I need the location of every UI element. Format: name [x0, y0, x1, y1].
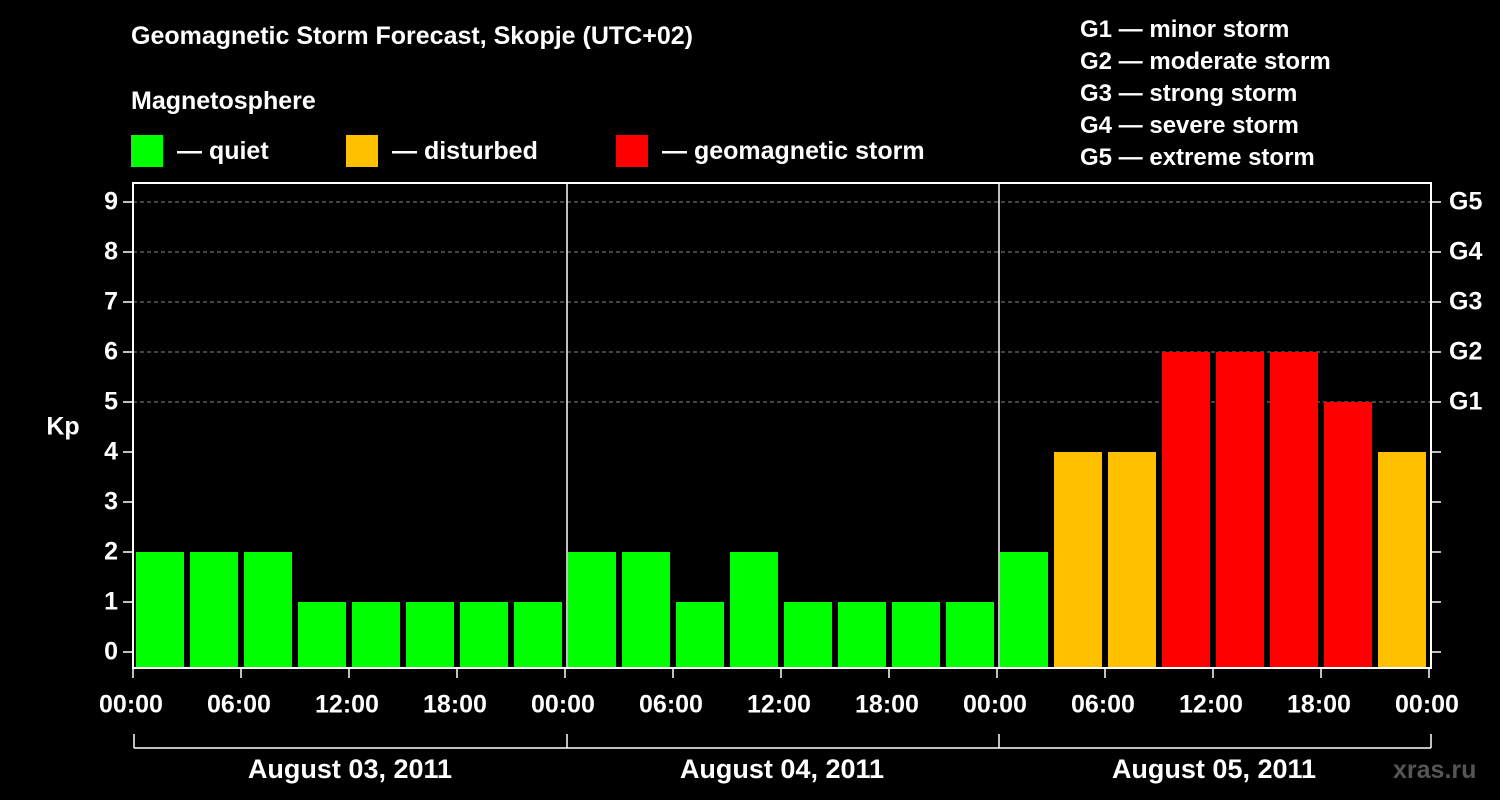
legend-label-disturbed: — disturbed: [392, 136, 538, 165]
x-tick-label: 06:00: [1071, 691, 1135, 719]
kp-bar: [622, 552, 670, 668]
x-tick-label: 00:00: [99, 691, 163, 719]
x-tick-label: 00:00: [1395, 691, 1459, 719]
chart-title: Geomagnetic Storm Forecast, Skopje (UTC+…: [131, 22, 693, 50]
kp-bar: [1054, 452, 1102, 668]
x-tick-label: 12:00: [1179, 691, 1243, 719]
y-tick-label: 0: [104, 638, 118, 666]
kp-bar: [946, 602, 994, 668]
y-tick-label: 9: [104, 188, 118, 216]
y-tick-label: 5: [104, 388, 118, 416]
legend-label-storm: — geomagnetic storm: [662, 136, 925, 165]
kp-bar: [676, 602, 724, 668]
legend-item-quiet: — quiet: [131, 135, 269, 167]
x-tick-label: 12:00: [747, 691, 811, 719]
day-label: August 04, 2011: [680, 754, 884, 784]
kp-bar: [406, 602, 454, 668]
g-scale-item-g4: G4 — severe storm: [1080, 112, 1299, 139]
y-tick-label: 3: [104, 488, 118, 516]
kp-bar: [730, 552, 778, 668]
x-tick-label: 12:00: [315, 691, 379, 719]
kp-bar: [298, 602, 346, 668]
kp-bar: [892, 602, 940, 668]
g-level-label: G5: [1449, 188, 1482, 216]
y-tick-label: 8: [104, 238, 118, 266]
kp-bar: [514, 602, 562, 668]
legend-item-storm: — geomagnetic storm: [616, 135, 925, 167]
day-label: August 05, 2011: [1112, 754, 1316, 784]
g-scale-item-g3: G3 — strong storm: [1080, 80, 1298, 107]
x-tick-label: 00:00: [531, 691, 595, 719]
g-scale-item-g2: G2 — moderate storm: [1080, 48, 1331, 75]
g-scale-legend: G1 — minor storm G2 — moderate storm G3 …: [1080, 14, 1331, 174]
kp-bar: [1000, 552, 1048, 668]
y-axis-label: Kp: [46, 413, 79, 441]
legend-swatch-storm: [616, 135, 648, 167]
legend-swatch-quiet: [131, 135, 163, 167]
x-tick-label: 18:00: [855, 691, 919, 719]
kp-bar: [190, 552, 238, 668]
g-level-label: G4: [1449, 238, 1482, 266]
watermark: xras.ru: [1393, 756, 1477, 784]
legend-swatch-disturbed: [346, 135, 378, 167]
g-scale-item-g5: G5 — extreme storm: [1080, 144, 1315, 171]
y-tick-label: 6: [104, 338, 118, 366]
x-tick-label: 06:00: [639, 691, 703, 719]
x-tick-label: 18:00: [1287, 691, 1351, 719]
kp-bar: [1108, 452, 1156, 668]
kp-bar: [838, 602, 886, 668]
kp-bar: [1378, 452, 1426, 668]
kp-bar: [1162, 352, 1210, 668]
g-level-label: G2: [1449, 338, 1482, 366]
kp-bar: [136, 552, 184, 668]
g-level-label: G3: [1449, 288, 1482, 316]
y-tick-label: 1: [104, 588, 118, 616]
chart-subtitle: Magnetosphere: [131, 87, 316, 115]
g-scale-item-g1: G1 — minor storm: [1080, 16, 1290, 43]
y-tick-label: 7: [104, 288, 118, 316]
x-tick-label: 06:00: [207, 691, 271, 719]
plot-frame: [132, 182, 1432, 669]
day-label: August 03, 2011: [248, 754, 452, 784]
kp-bar: [568, 552, 616, 668]
kp-bar: [1216, 352, 1264, 668]
legend-item-disturbed: — disturbed: [346, 135, 538, 167]
kp-bar: [460, 602, 508, 668]
legend-label-quiet: — quiet: [177, 136, 269, 165]
g-level-label: G1: [1449, 388, 1482, 416]
kp-bar: [1324, 402, 1372, 668]
kp-bar: [244, 552, 292, 668]
x-tick-label: 18:00: [423, 691, 487, 719]
kp-bar: [352, 602, 400, 668]
y-tick-label: 2: [104, 538, 118, 566]
kp-bar: [1270, 352, 1318, 668]
kp-bar: [784, 602, 832, 668]
x-tick-label: 00:00: [963, 691, 1027, 719]
y-tick-label: 4: [104, 438, 118, 466]
